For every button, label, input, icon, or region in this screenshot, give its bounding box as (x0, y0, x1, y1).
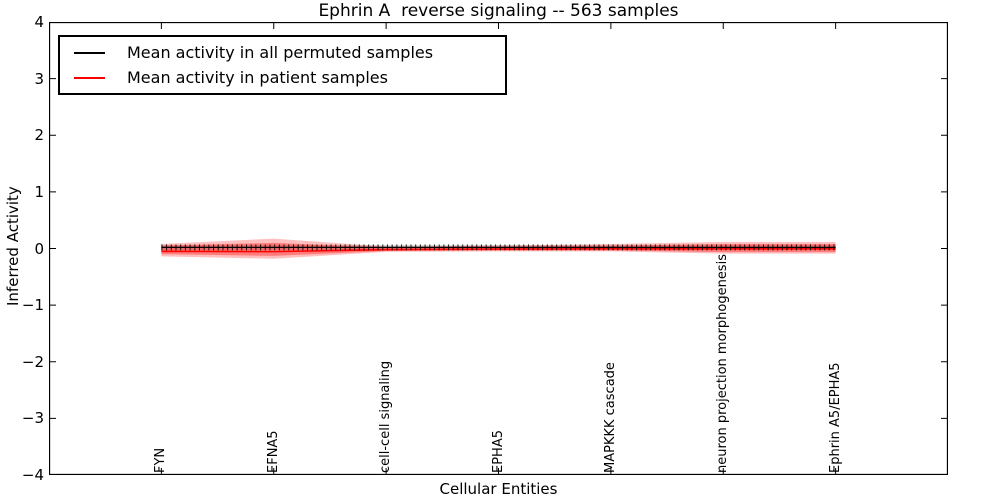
plot-area (49, 22, 948, 475)
legend-line-sample-black (74, 51, 105, 54)
y-tick-label: 1 (34, 182, 44, 201)
patient-mean-line (161, 247, 836, 253)
x-tick-label: FYN (153, 447, 169, 473)
legend-item-patient: Mean activity in patient samples (60, 68, 505, 87)
legend-line-sample-red (74, 76, 105, 79)
y-tick-label: 4 (34, 13, 44, 31)
x-tick-label: EFNA5 (265, 430, 281, 473)
axes-frame (49, 22, 948, 475)
x-tick-label: EPHA5 (490, 430, 506, 473)
y-tick-label: −2 (21, 352, 44, 371)
legend-item-permuted: Mean activity in all permuted samples (60, 43, 505, 62)
legend: Mean activity in all permuted samples Me… (58, 35, 507, 95)
plot-canvas (49, 22, 948, 475)
y-tick-label: 3 (34, 69, 44, 88)
x-axis-label: Cellular Entities (439, 480, 558, 498)
y-tick-label: −4 (21, 466, 44, 484)
chart-title: Ephrin A reverse signaling -- 563 sample… (318, 1, 679, 21)
y-tick-label: −3 (21, 409, 44, 428)
x-tick-label: cell-cell signaling (378, 360, 394, 473)
y-tick-label: −1 (21, 296, 44, 315)
x-tick-label: Ephrin A5/EPHA5 (827, 362, 843, 473)
legend-label: Mean activity in patient samples (127, 68, 388, 87)
legend-label: Mean activity in all permuted samples (127, 43, 434, 62)
y-tick-label: 2 (34, 126, 44, 145)
x-tick-label: MAPKKK cascade (602, 362, 618, 473)
x-tick-label: neuron projection morphogenesis (715, 254, 731, 473)
y-tick-label: 0 (34, 239, 44, 258)
